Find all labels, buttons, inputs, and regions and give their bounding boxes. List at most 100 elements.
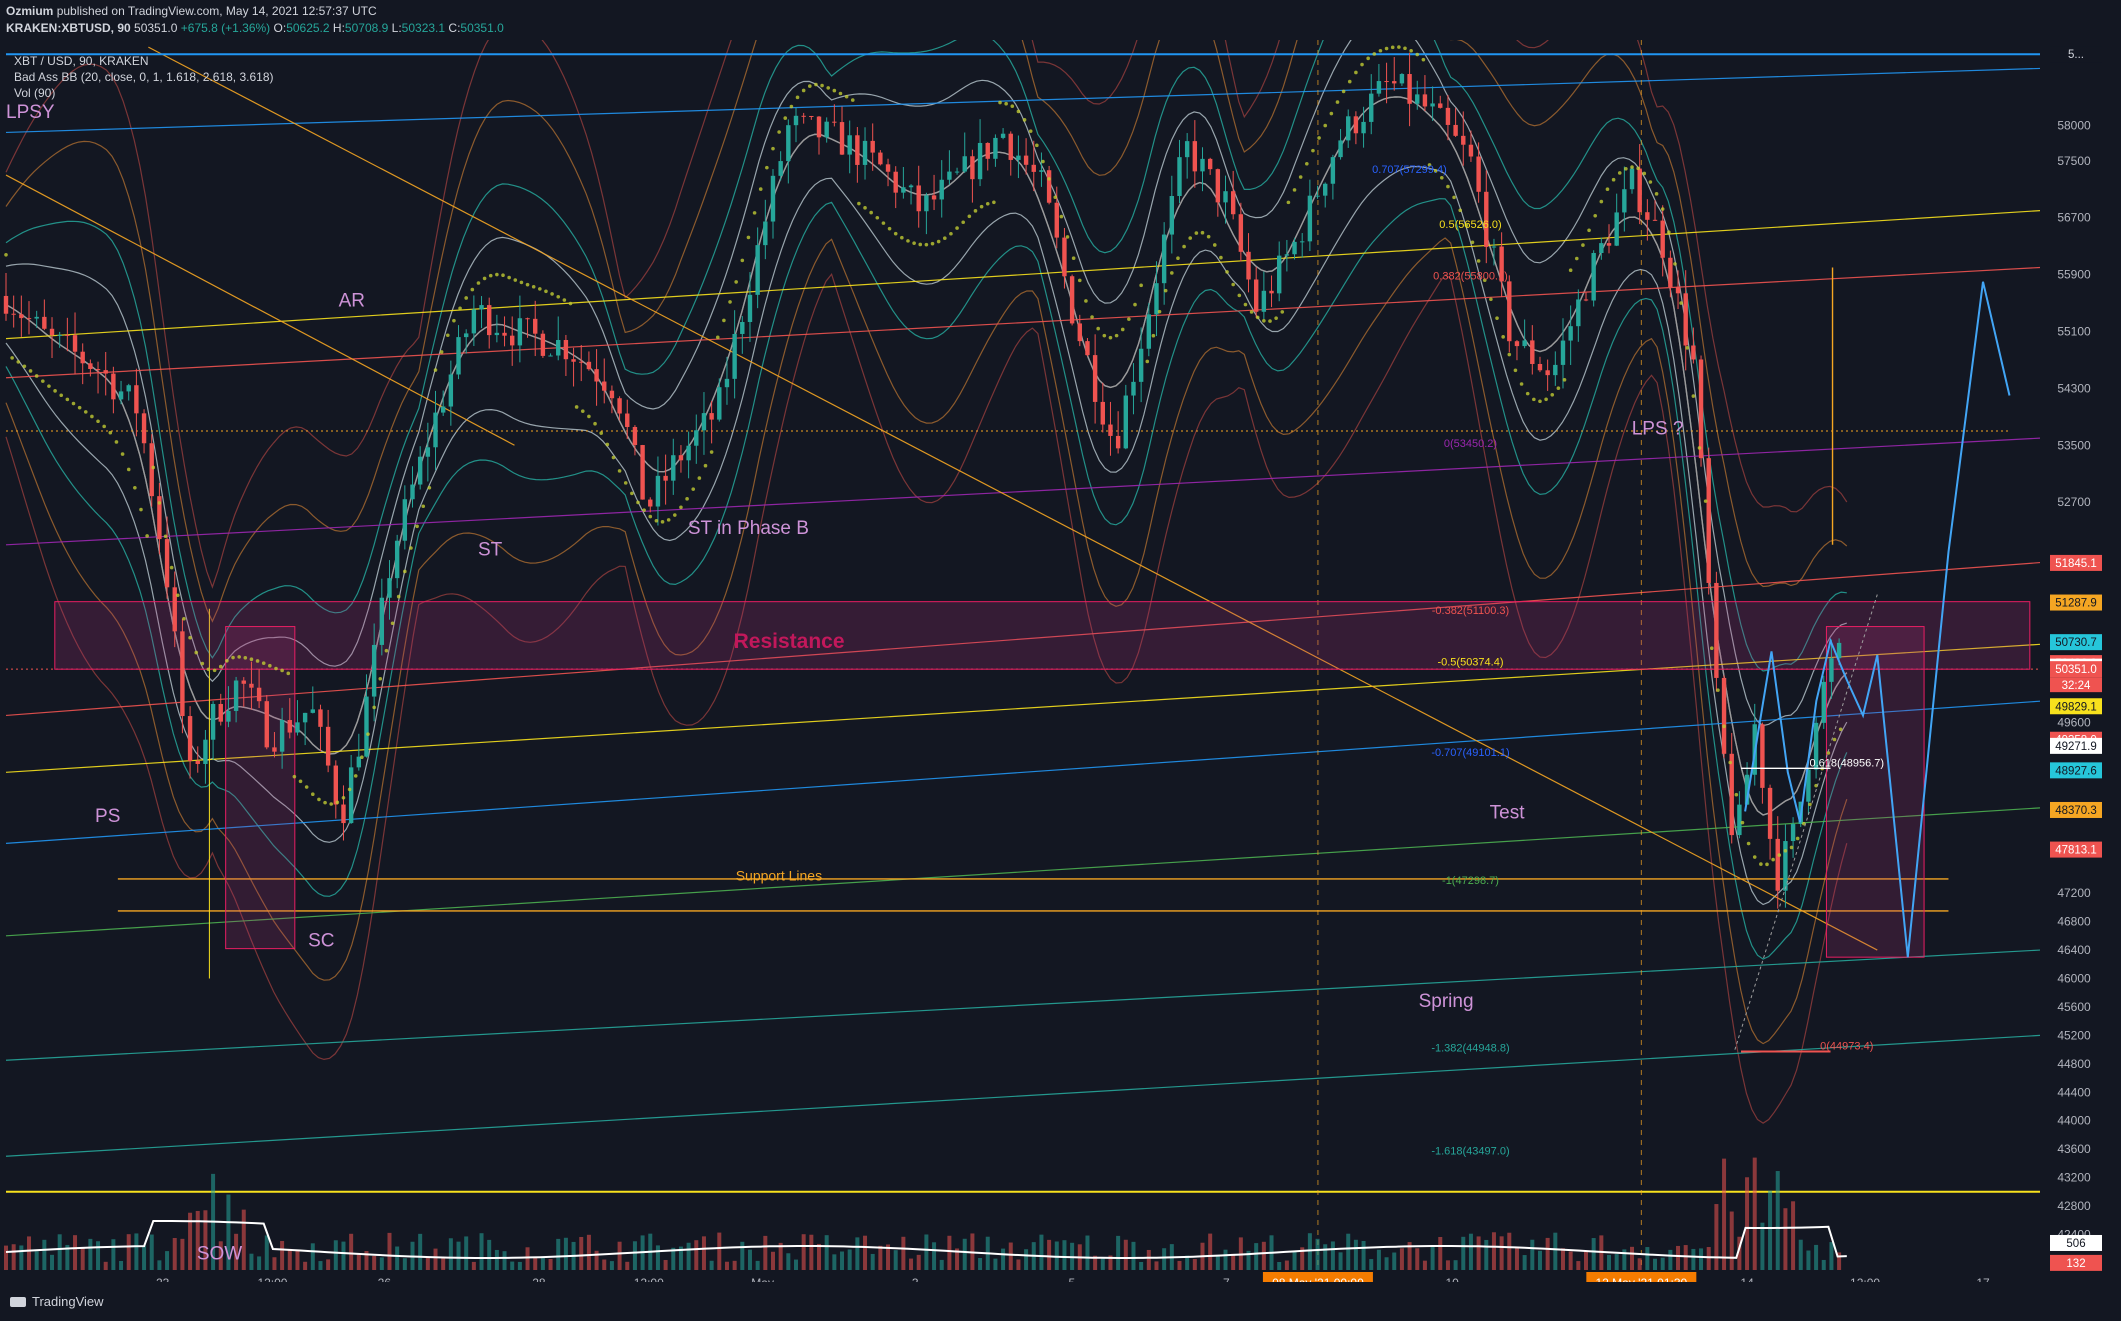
candle[interactable] bbox=[394, 534, 400, 589]
volume-bar[interactable] bbox=[832, 1254, 837, 1270]
candle[interactable] bbox=[1407, 52, 1412, 127]
volume-bar[interactable] bbox=[42, 1239, 47, 1270]
volume-bar[interactable] bbox=[1699, 1248, 1704, 1270]
volume-bar[interactable] bbox=[1568, 1251, 1573, 1270]
volume-bar[interactable] bbox=[1300, 1247, 1305, 1270]
volume-bar[interactable] bbox=[540, 1256, 545, 1270]
volume-bar[interactable] bbox=[1100, 1257, 1105, 1270]
candle[interactable] bbox=[1637, 144, 1642, 225]
price-tag[interactable]: 49271.9 bbox=[2050, 737, 2102, 754]
candle[interactable] bbox=[533, 300, 538, 357]
volume-bar[interactable] bbox=[349, 1233, 354, 1270]
volume-bar[interactable] bbox=[1522, 1255, 1527, 1270]
volume-bar[interactable] bbox=[1024, 1249, 1029, 1270]
tradingview-logo[interactable]: TradingView bbox=[10, 1294, 104, 1309]
test-zone-box[interactable] bbox=[1825, 626, 1925, 958]
candle[interactable] bbox=[479, 296, 484, 329]
volume-bar[interactable] bbox=[1591, 1238, 1596, 1270]
volume-bar[interactable] bbox=[878, 1245, 883, 1270]
candle[interactable] bbox=[126, 383, 131, 401]
candle[interactable] bbox=[1698, 355, 1704, 467]
date-marker-label[interactable]: 08 May '21 00:00 bbox=[1262, 1272, 1373, 1282]
candle[interactable] bbox=[1660, 205, 1665, 277]
volume-bar[interactable] bbox=[387, 1232, 392, 1270]
volume-bar[interactable] bbox=[747, 1249, 752, 1270]
volume-bar[interactable] bbox=[126, 1234, 131, 1270]
volume-bar[interactable] bbox=[1261, 1241, 1266, 1270]
candle[interactable] bbox=[187, 706, 193, 779]
volume-bar[interactable] bbox=[172, 1238, 177, 1270]
candle[interactable] bbox=[747, 272, 753, 342]
volume-bar[interactable] bbox=[548, 1258, 553, 1270]
volume-bar[interactable] bbox=[372, 1255, 377, 1270]
volume-bar[interactable] bbox=[763, 1235, 768, 1270]
candle[interactable] bbox=[709, 400, 714, 444]
price-tag[interactable]: 51845.1 bbox=[2050, 554, 2102, 571]
volume-bar[interactable] bbox=[502, 1251, 507, 1270]
volume-bar[interactable] bbox=[694, 1240, 699, 1270]
volume-bar[interactable] bbox=[1307, 1233, 1312, 1270]
candle[interactable] bbox=[1806, 768, 1811, 815]
candle[interactable] bbox=[977, 119, 983, 187]
volume-bar[interactable] bbox=[149, 1234, 154, 1270]
legend-volume[interactable]: Vol (90) bbox=[14, 86, 56, 100]
candle[interactable] bbox=[1230, 170, 1236, 220]
candle[interactable] bbox=[1253, 267, 1259, 318]
candle[interactable] bbox=[1668, 250, 1673, 298]
candle[interactable] bbox=[1622, 166, 1627, 232]
candle[interactable] bbox=[1530, 325, 1535, 375]
volume-bar[interactable] bbox=[471, 1261, 476, 1270]
candle[interactable] bbox=[203, 729, 208, 784]
volume-bar[interactable] bbox=[1676, 1245, 1681, 1270]
volume-bar[interactable] bbox=[809, 1234, 814, 1270]
volume-bar[interactable] bbox=[249, 1253, 254, 1270]
volume-bar[interactable] bbox=[1722, 1158, 1727, 1270]
volume-bar[interactable] bbox=[341, 1241, 346, 1270]
candle[interactable] bbox=[1484, 170, 1489, 264]
volume-bar[interactable] bbox=[563, 1237, 568, 1270]
candle[interactable] bbox=[655, 456, 661, 526]
candle[interactable] bbox=[717, 378, 722, 422]
candle[interactable] bbox=[1016, 135, 1021, 179]
candle[interactable] bbox=[433, 390, 438, 471]
volume-bar[interactable] bbox=[724, 1261, 729, 1270]
volume-bar[interactable] bbox=[1660, 1257, 1665, 1270]
candle[interactable] bbox=[1767, 784, 1773, 860]
candle[interactable] bbox=[594, 349, 599, 406]
candle[interactable] bbox=[1138, 327, 1144, 403]
candle[interactable] bbox=[1706, 447, 1711, 595]
candle[interactable] bbox=[1476, 142, 1481, 203]
volume-bar[interactable] bbox=[817, 1243, 822, 1270]
volume-bar[interactable] bbox=[701, 1236, 706, 1270]
volume-bar[interactable] bbox=[1116, 1235, 1121, 1270]
candle[interactable] bbox=[356, 733, 362, 771]
volume-bar[interactable] bbox=[1653, 1258, 1658, 1270]
volume-bar[interactable] bbox=[824, 1235, 829, 1270]
candle[interactable] bbox=[272, 732, 277, 758]
volume-bar[interactable] bbox=[909, 1258, 914, 1270]
volume-bar[interactable] bbox=[1085, 1235, 1090, 1270]
candle[interactable] bbox=[1606, 224, 1612, 254]
candle[interactable] bbox=[1215, 168, 1221, 217]
candle[interactable] bbox=[609, 385, 615, 414]
candle[interactable] bbox=[954, 167, 960, 175]
candle[interactable] bbox=[210, 701, 216, 761]
price-tag[interactable]: 506 bbox=[2050, 1234, 2102, 1251]
candle[interactable] bbox=[847, 120, 852, 174]
volume-bar[interactable] bbox=[1422, 1260, 1427, 1270]
resistance-box[interactable] bbox=[54, 601, 2031, 670]
candle[interactable] bbox=[1069, 274, 1075, 326]
volume-bar[interactable] bbox=[1001, 1248, 1006, 1270]
volume-bar[interactable] bbox=[1560, 1248, 1565, 1270]
candle[interactable] bbox=[456, 325, 461, 380]
volume-bar[interactable] bbox=[1376, 1249, 1381, 1270]
candle[interactable] bbox=[256, 668, 262, 709]
volume-bar[interactable] bbox=[1614, 1254, 1619, 1270]
candle[interactable] bbox=[333, 760, 339, 819]
candle[interactable] bbox=[548, 353, 553, 357]
volume-bar[interactable] bbox=[793, 1259, 798, 1270]
candle[interactable] bbox=[295, 700, 300, 736]
volume-bar[interactable] bbox=[740, 1241, 745, 1270]
volume-bar[interactable] bbox=[886, 1244, 891, 1270]
candle[interactable] bbox=[602, 358, 607, 404]
